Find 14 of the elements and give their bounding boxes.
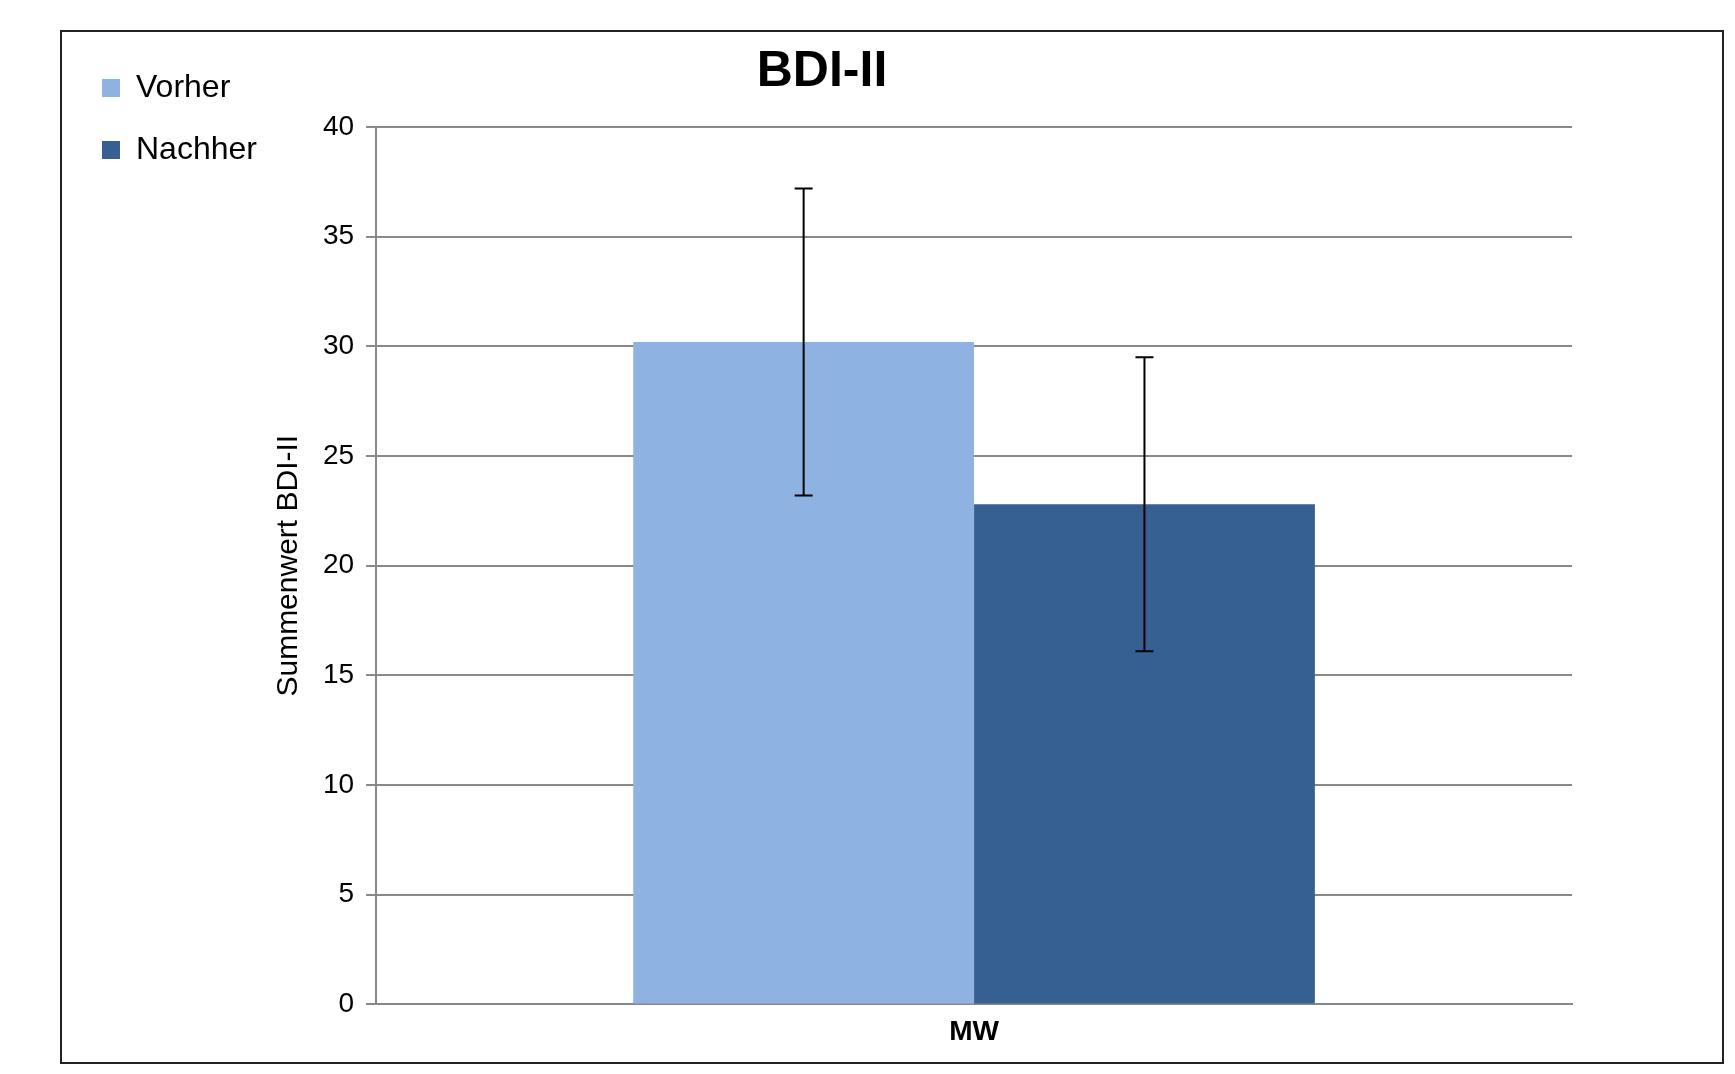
x-tick-label: MW: [949, 1014, 1000, 1046]
y-axis-title: Summenwert BDI-II: [270, 434, 304, 697]
chart-title: BDI-II: [756, 40, 888, 97]
legend-label: Nachher: [136, 129, 258, 166]
y-tick-label: 15: [322, 658, 355, 690]
y-tick-label: 0: [338, 987, 355, 1019]
y-tick-label: 35: [322, 219, 355, 251]
y-tick-label: 25: [322, 438, 355, 470]
y-tick-label: 10: [322, 767, 355, 799]
y-tick-label: 40: [322, 109, 355, 141]
y-tick-label: 20: [322, 548, 355, 580]
legend-label: Vorher: [136, 67, 231, 104]
y-tick-label: 5: [338, 877, 355, 909]
y-tick-label: 30: [322, 329, 355, 361]
